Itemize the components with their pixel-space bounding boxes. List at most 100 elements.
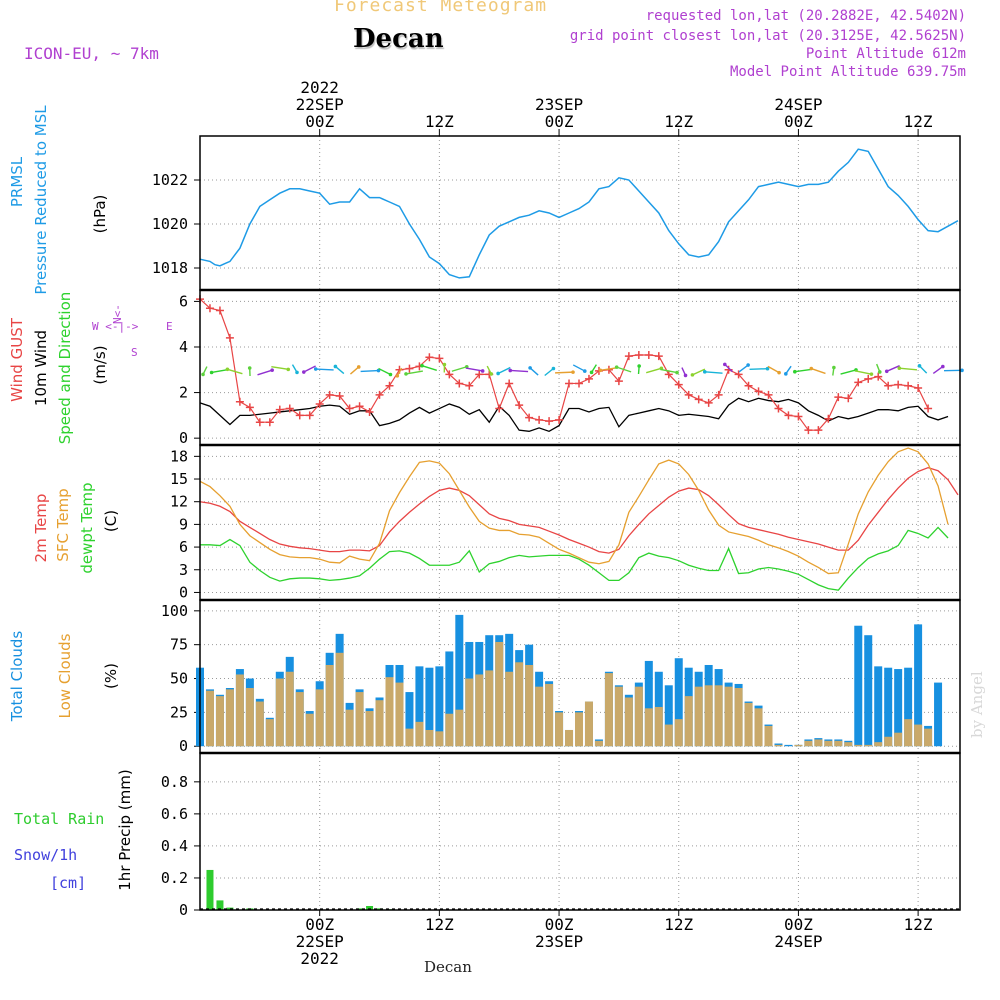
wind-direction-arrow [360,369,379,373]
low-cloud-bar [884,736,893,747]
temperature-ytick-label: 9 [179,515,188,533]
gust-point [844,394,853,403]
temperature-ytick-label: 12 [170,493,188,511]
precip-ytick-label: 0.8 [161,773,188,791]
total-cloud-bar [664,685,673,747]
total-clouds-title: Total Clouds [8,631,26,723]
prmsl-subtitle: Pressure Reduced to MSL [32,105,50,295]
clouds-ytick-label: 0 [179,737,188,755]
requested-coords: requested lon,lat (20.2882E, 42.5402N) [645,8,966,24]
gust-point [584,374,593,383]
wind-arrow-head [793,369,797,374]
dewpt-title: dewpt Temp [78,482,96,573]
low-cloud-bar [754,708,763,747]
gust-point [515,401,524,410]
wind-direction-arrow [692,368,706,376]
wind-arrow-head [589,370,594,375]
low-cloud-bar [255,701,264,747]
wind-direction-arrow [349,366,360,375]
prmsl-title: PRMSL [8,156,26,207]
low-cloud-bar [894,732,903,747]
low-cloud-bar [495,641,504,747]
gust-point [335,391,344,400]
compass-north: N<- [111,304,124,324]
low-cloud-bar [505,671,514,747]
bottom-xtick-label: 12Z [904,915,933,934]
total-cloud-bar [914,624,923,747]
rain-bar [356,908,364,910]
rain-bar [226,907,234,910]
wind-arrow-head [395,374,400,378]
footer-location: Decan [424,958,472,976]
gust-point [804,426,813,435]
gust-point [345,404,354,413]
wind-arrow-head [270,368,274,372]
clouds-ytick-label: 25 [170,703,188,721]
low-cloud-bar [365,711,374,747]
wind-arrow-head [295,370,299,375]
low-cloud-bar [704,685,713,747]
series-gust-line [199,298,929,431]
gust-point [834,393,843,402]
low-cloud-bar [345,709,354,747]
wind-direction-arrow [497,366,511,375]
wind-direction-arrow [749,368,768,370]
gust-point [644,350,653,359]
bottom-xtick-label: 00Z [305,915,334,934]
low-cloud-bar [205,690,214,747]
low-cloud-bar [245,688,254,747]
low-cloud-bar [744,702,753,747]
low-cloud-bar [405,728,414,747]
gust-point [904,381,913,390]
wind-arrow-head [809,366,814,371]
gust-point [814,426,823,435]
top-xtick-label: 00Z [305,112,334,131]
wind-arrow-head [356,365,361,369]
wind-direction-arrow [211,368,229,374]
total-cloud-bar [405,692,414,747]
low-cloud-bar [515,662,524,747]
wind-direction-arrow [646,367,662,374]
low-cloud-bar [714,685,723,747]
gust-point [764,390,773,399]
pressure-ytick-label: 1020 [152,215,188,233]
gust-point [505,379,514,388]
temperature-panel-frame [199,444,961,601]
snow-unit-legend: [cm] [50,874,86,892]
gust-point [385,381,394,390]
wind-arrow-head [614,365,619,369]
gust-point [355,402,364,411]
gust-point [535,415,544,424]
point-altitude: Point Altitude 612m [805,46,966,62]
gust-point [634,350,643,359]
wind-arrow-head [832,365,836,370]
wind-ytick-label: 2 [179,384,188,402]
gust-point [215,306,224,315]
pressure-ytick-label: 1018 [152,259,188,277]
precip-ylabel: 1hr Precip (mm) [116,769,134,890]
wind-direction-arrow [572,364,586,372]
gust-point [854,378,863,387]
series-sfc-temp-line [199,447,949,575]
wind-direction-arrow [271,365,289,371]
low-cloud-bar [455,709,464,747]
wind-arrow-head [598,368,603,373]
bottom-xtick-label: 00Z [784,915,813,934]
wind-direction-arrow [303,365,316,373]
gust-point [754,387,763,396]
wind-direction-title: Speed and Direction [56,292,74,445]
wind-arrow-head [225,367,230,372]
wind-direction-arrow [227,368,243,375]
wind-arrow-head [388,372,393,377]
gust-point [375,390,384,399]
snow-legend: Snow/1h [14,846,77,864]
top-xtick-label: 23SEP [535,95,583,114]
low-cloud-bar [634,686,643,747]
gust-point [614,377,623,386]
gust-point [235,397,244,406]
low-cloud-bar [654,706,663,747]
wind-arrow-head [746,363,750,367]
wind-arrow-head [302,370,306,374]
low-cloud-bar [375,700,384,747]
gust-point [525,413,534,422]
